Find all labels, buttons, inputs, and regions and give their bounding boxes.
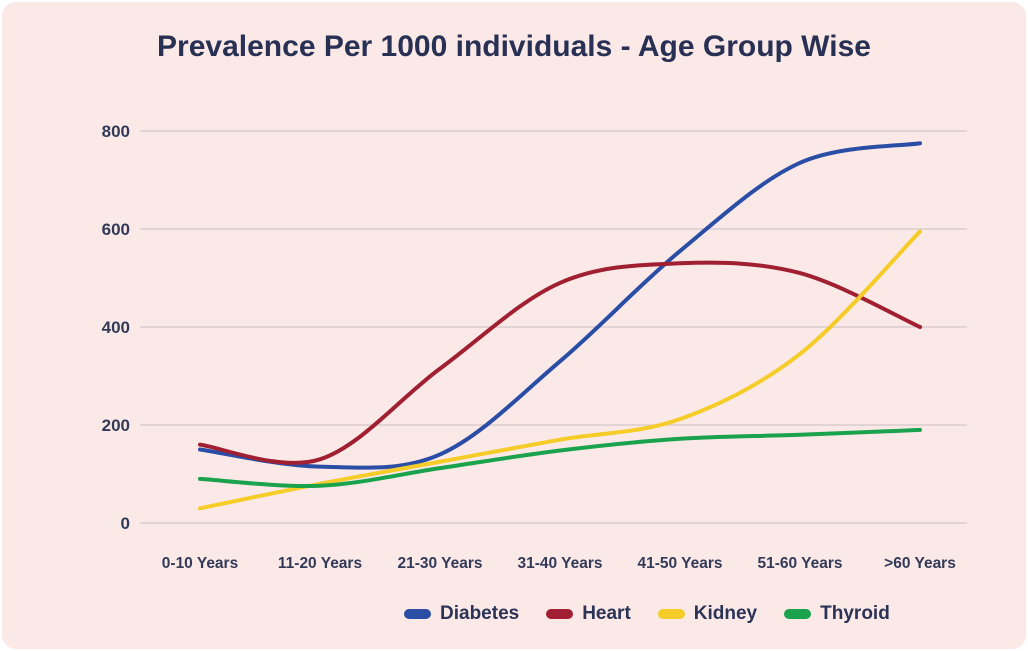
- series-line-diabetes: [198, 141, 922, 470]
- legend-item-diabetes: Diabetes: [404, 603, 519, 625]
- x-tick-label: 31-40 Years: [517, 555, 602, 572]
- y-tick-label: 0: [121, 514, 130, 533]
- series-line-thyroid: [198, 427, 922, 489]
- legend-label-heart: Heart: [582, 603, 631, 624]
- y-tick-label: 400: [102, 318, 130, 337]
- y-tick-label: 600: [102, 220, 130, 239]
- x-tick-label: 41-50 Years: [637, 555, 722, 572]
- y-tick-label: 200: [102, 416, 130, 435]
- x-tick-label: 51-60 Years: [757, 555, 842, 572]
- legend-item-kidney: Kidney: [657, 603, 758, 625]
- series-line-heart: [198, 260, 922, 465]
- legend-label-thyroid: Thyroid: [820, 603, 890, 624]
- legend-swatch-kidney-icon: [657, 609, 685, 619]
- legend-swatch-thyroid-icon: [784, 609, 812, 619]
- x-tick-label: 21-30 Years: [397, 555, 482, 572]
- legend-swatch-diabetes-icon: [404, 609, 431, 619]
- legend-swatch-heart-icon: [546, 609, 574, 619]
- legend-item-thyroid: Thyroid: [784, 603, 890, 625]
- x-tick-label: >60 Years: [884, 555, 956, 572]
- y-tick-label: 800: [102, 122, 130, 141]
- legend-label-diabetes: Diabetes: [440, 603, 520, 624]
- legend-label-kidney: Kidney: [693, 603, 758, 624]
- legend-item-heart: Heart: [546, 603, 631, 625]
- x-tick-label: 0-10 Years: [162, 555, 238, 572]
- chart-legend: Diabetes Heart Kidney Thyroid: [404, 603, 890, 625]
- chart-title: Prevalence Per 1000 individuals - Age Gr…: [157, 30, 871, 63]
- x-tick-label: 11-20 Years: [278, 555, 362, 572]
